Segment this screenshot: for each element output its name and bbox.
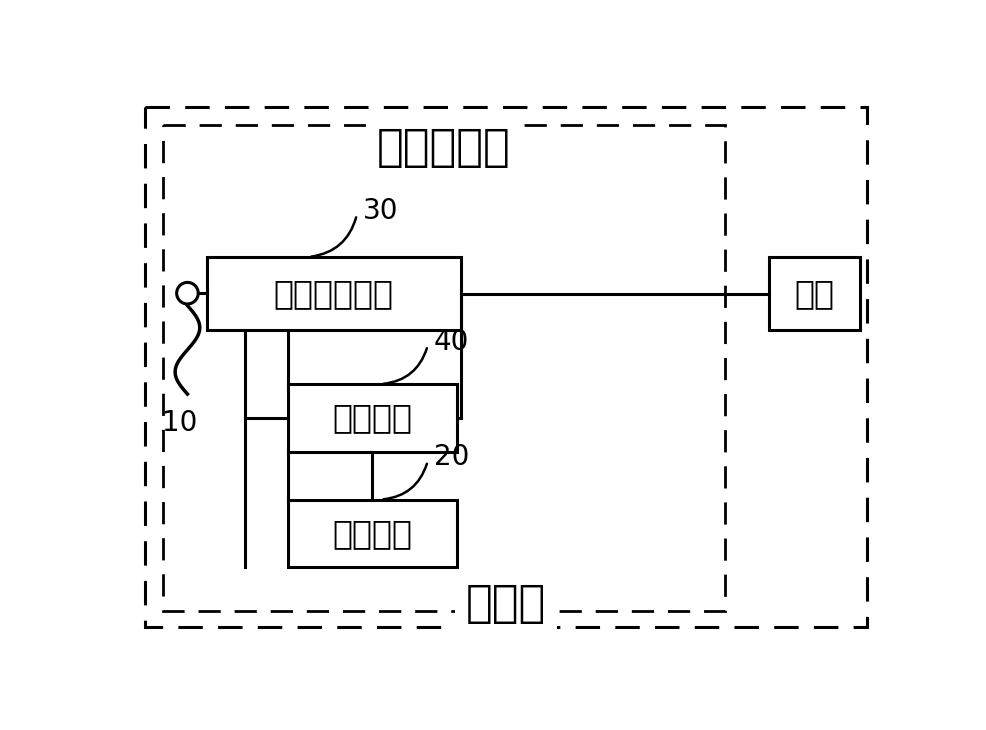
- Bar: [206, 257, 460, 330]
- Text: 30: 30: [363, 197, 398, 225]
- Text: 10: 10: [162, 410, 197, 437]
- Text: 主控电路: 主控电路: [332, 517, 412, 550]
- Text: 电压转换电路: 电压转换电路: [273, 277, 393, 310]
- Text: 电机: 电机: [794, 277, 833, 310]
- Bar: [768, 257, 859, 330]
- Text: 20: 20: [434, 443, 468, 471]
- Bar: [287, 384, 457, 452]
- Text: 采样电路: 采样电路: [332, 402, 412, 434]
- Bar: [163, 125, 724, 611]
- Bar: [287, 499, 457, 567]
- Text: 40: 40: [434, 328, 468, 356]
- Text: 张力控制器: 张力控制器: [377, 126, 510, 169]
- Text: 编织机: 编织机: [465, 582, 545, 625]
